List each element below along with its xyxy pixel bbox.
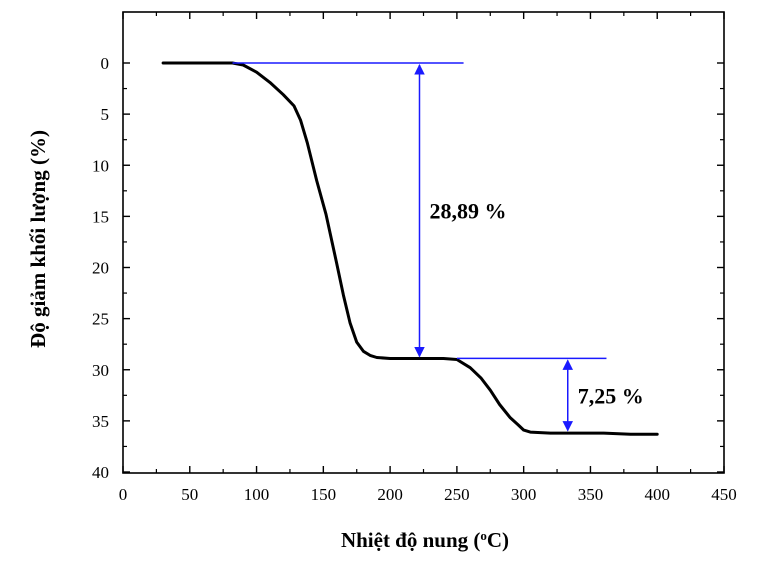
y-tick-label: 30 bbox=[92, 361, 109, 380]
y-tick-label: 25 bbox=[92, 310, 109, 329]
x-axis-title: Nhiệt độ nung (oC) bbox=[341, 528, 509, 553]
y-tick-label: 15 bbox=[92, 207, 109, 226]
x-tick-label: 450 bbox=[711, 485, 737, 504]
annotation-label-2: 7,25 % bbox=[578, 383, 644, 408]
x-tick-label: 300 bbox=[511, 485, 537, 504]
y-tick-label: 5 bbox=[101, 105, 110, 124]
x-tick-label: 350 bbox=[578, 485, 604, 504]
x-tick-label: 0 bbox=[119, 485, 128, 504]
x-tick-label: 100 bbox=[244, 485, 270, 504]
x-tick-label: 50 bbox=[181, 485, 198, 504]
y-axis-title: Độ giảm khối lượng (%) bbox=[26, 130, 50, 348]
x-tick-label: 200 bbox=[377, 485, 403, 504]
annotation-label-1: 28,89 % bbox=[429, 199, 506, 224]
x-tick-label: 150 bbox=[311, 485, 337, 504]
y-tick-label: 10 bbox=[92, 156, 109, 175]
y-tick-label: 20 bbox=[92, 259, 109, 278]
x-tick-label: 250 bbox=[444, 485, 470, 504]
y-tick-label: 0 bbox=[101, 54, 110, 73]
y-tick-label: 40 bbox=[92, 463, 109, 482]
series-line-tga bbox=[161, 61, 659, 436]
x-tick-label: 400 bbox=[644, 485, 670, 504]
y-tick-label: 35 bbox=[92, 412, 109, 431]
